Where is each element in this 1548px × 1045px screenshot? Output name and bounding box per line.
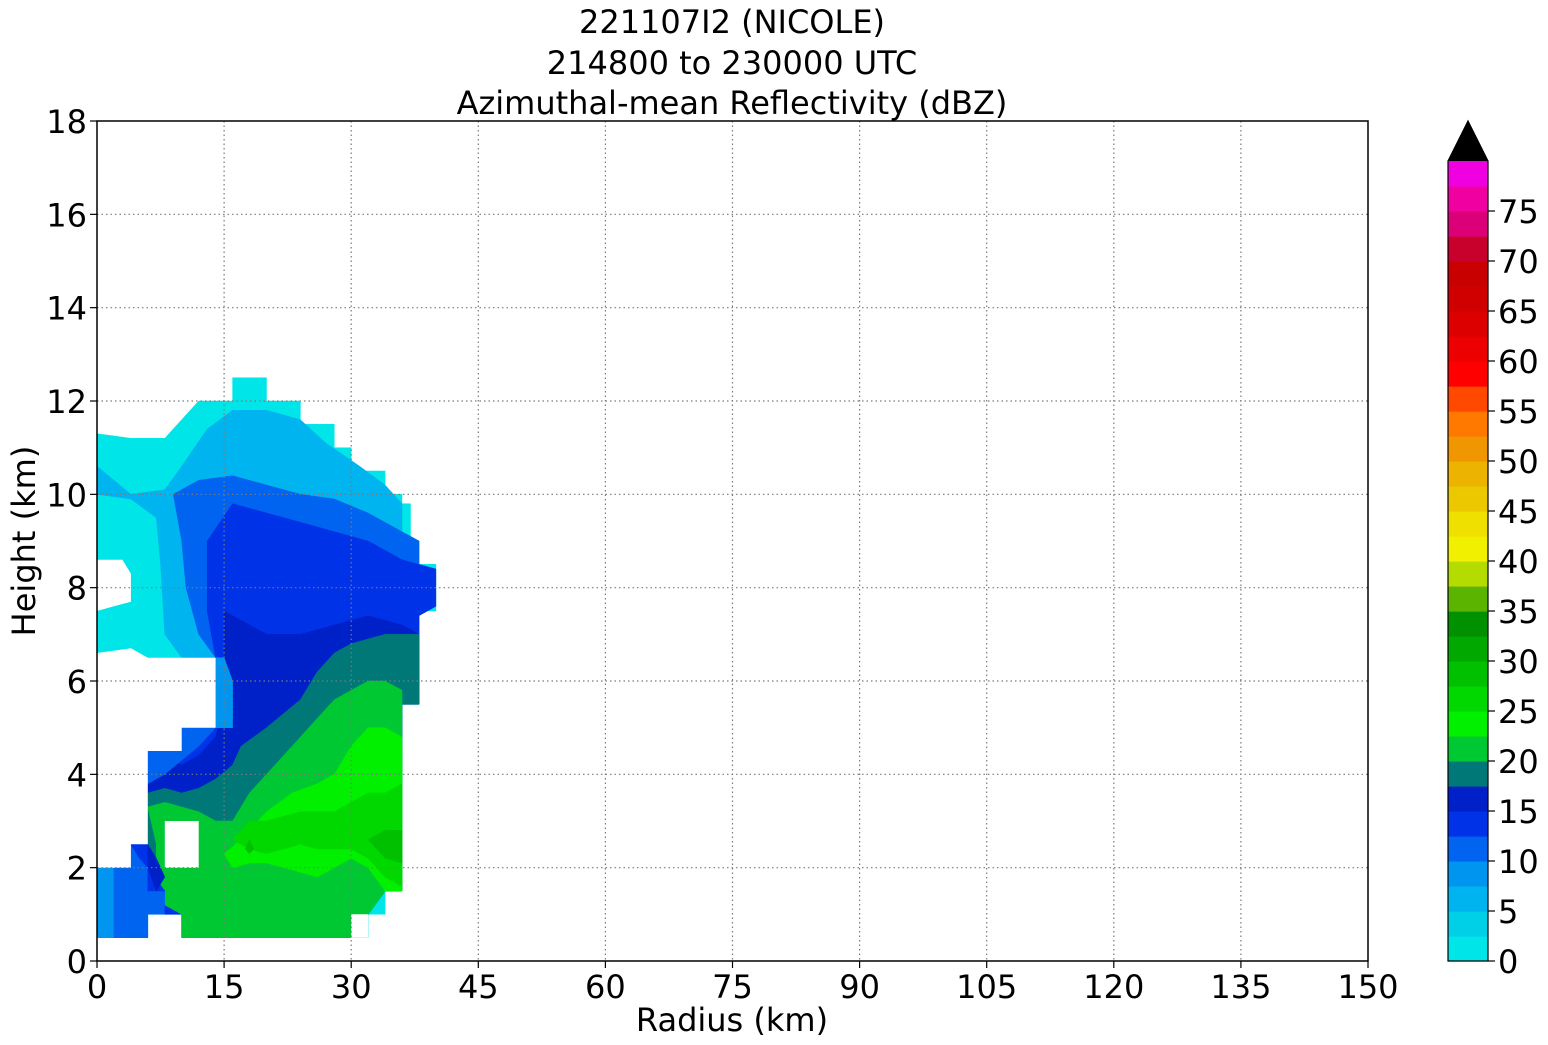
- x-tick-label: 150: [1337, 968, 1398, 1006]
- colorbar-band: [1448, 686, 1488, 712]
- reflectivity-region-8: [232, 783, 403, 887]
- colorbar-tick-label: 15: [1498, 793, 1539, 831]
- x-tick-label: 90: [839, 968, 880, 1006]
- colorbar-band: [1448, 911, 1488, 937]
- y-tick-label: 2: [67, 850, 87, 888]
- chart-title-line-3: Azimuthal-mean Reflectivity (dBZ): [457, 84, 1008, 122]
- colorbar-band: [1448, 411, 1488, 437]
- colorbar-tick-label: 10: [1498, 843, 1539, 881]
- colorbar-tick-label: 40: [1498, 543, 1539, 581]
- reflectivity-region-16: [245, 563, 276, 626]
- colorbar-band: [1448, 161, 1488, 187]
- chart-title-line-1: 221107I2 (NICOLE): [579, 3, 885, 41]
- x-tick-label: 60: [585, 968, 626, 1006]
- x-tick-label: 45: [458, 968, 499, 1006]
- colorbar-band: [1448, 736, 1488, 762]
- reflectivity-region-9: [245, 839, 255, 855]
- y-tick-label: 18: [46, 103, 87, 141]
- colorbar-band: [1448, 886, 1488, 912]
- colorbar-band: [1448, 361, 1488, 387]
- no-data-region-2: [97, 559, 131, 611]
- x-tick-label: 15: [204, 968, 245, 1006]
- colorbar-tick-label: 65: [1498, 293, 1539, 331]
- colorbar-band: [1448, 261, 1488, 287]
- y-tick-label: 6: [67, 663, 87, 701]
- colorbar-band: [1448, 236, 1488, 262]
- colorbar-band: [1448, 486, 1488, 512]
- x-tick-label: 120: [1083, 968, 1144, 1006]
- colorbar-tick-label: 20: [1498, 743, 1539, 781]
- reflectivity-regions: [97, 377, 437, 938]
- colorbar-band: [1448, 586, 1488, 612]
- reflectivity-region-12: [97, 867, 115, 938]
- colorbar-extend-arrow: [1448, 121, 1488, 161]
- x-tick-label: 105: [956, 968, 1017, 1006]
- x-tick-label: 75: [712, 968, 753, 1006]
- colorbar-band: [1448, 836, 1488, 862]
- colorbar-band: [1448, 611, 1488, 637]
- colorbar-band: [1448, 336, 1488, 362]
- y-tick-label: 14: [46, 290, 87, 328]
- colorbar-band: [1448, 661, 1488, 687]
- colorbar-band: [1448, 286, 1488, 312]
- colorbar: 0 5 10 15 20 25 30 35 40 45 50 55 60 65 70 75: [1447, 119, 1539, 981]
- no-data-region-0: [164, 821, 199, 868]
- y-axis-label: Height (km): [5, 446, 43, 637]
- reflectivity-region-10: [367, 830, 403, 864]
- colorbar-tick-label: 55: [1498, 393, 1539, 431]
- colorbar-outline: [1447, 119, 1489, 962]
- x-axis-label: Radius (km): [636, 1001, 828, 1039]
- colorbar-band: [1448, 311, 1488, 337]
- colorbar-band: [1448, 186, 1488, 212]
- colorbar-tick-label: 35: [1498, 593, 1539, 631]
- y-tick-label: 8: [67, 570, 87, 608]
- y-tick-label: 16: [46, 196, 87, 234]
- colorbar-band: [1448, 386, 1488, 412]
- grid-lines: [97, 121, 1368, 961]
- y-tick-label: 0: [67, 943, 87, 981]
- colorbar-band: [1448, 561, 1488, 587]
- colorbar-band: [1448, 536, 1488, 562]
- colorbar-band: [1448, 436, 1488, 462]
- colorbar-tick-label: 5: [1498, 893, 1518, 931]
- x-tick-label: 0: [87, 968, 107, 1006]
- colorbar-tick-label: 75: [1498, 193, 1539, 231]
- chart-title-line-2: 214800 to 230000 UTC: [547, 44, 917, 82]
- colorbar-band: [1448, 786, 1488, 812]
- no-data-region-1: [97, 648, 216, 868]
- colorbar-tick-label: 50: [1498, 443, 1539, 481]
- colorbar-tick-label: 30: [1498, 643, 1539, 681]
- colorbar-tick-label: 0: [1498, 943, 1518, 981]
- colorbar-band: [1448, 461, 1488, 487]
- colorbar-band: [1448, 711, 1488, 737]
- colorbar-band: [1448, 636, 1488, 662]
- colorbar-tick-label: 60: [1498, 343, 1539, 381]
- colorbar-tick-label: 45: [1498, 493, 1539, 531]
- y-tick-label: 4: [67, 756, 87, 794]
- colorbar-band: [1448, 211, 1488, 237]
- x-tick-label: 135: [1210, 968, 1271, 1006]
- colorbar-tick-label: 70: [1498, 243, 1539, 281]
- plot-area: 0 15 30 45 60 75 90 105 120 135 150 0 2 4 6 8 10 12 14 16 1…: [46, 103, 1398, 1006]
- y-tick-label: 10: [46, 476, 87, 514]
- colorbar-band: [1448, 811, 1488, 837]
- y-tick-label: 12: [46, 383, 87, 421]
- colorbar-band: [1448, 511, 1488, 537]
- y-axis-ticks: 0 2 4 6 8 10 12 14 16 18: [46, 103, 97, 981]
- colorbar-band: [1448, 936, 1488, 962]
- colorbar-tick-label: 25: [1498, 693, 1539, 731]
- x-axis-ticks: 0 15 30 45 60 75 90 105 120 135 150: [87, 961, 1399, 1006]
- colorbar-band: [1448, 861, 1488, 887]
- colorbar-band: [1448, 761, 1488, 787]
- x-tick-label: 30: [331, 968, 372, 1006]
- no-data-region-3: [351, 914, 369, 938]
